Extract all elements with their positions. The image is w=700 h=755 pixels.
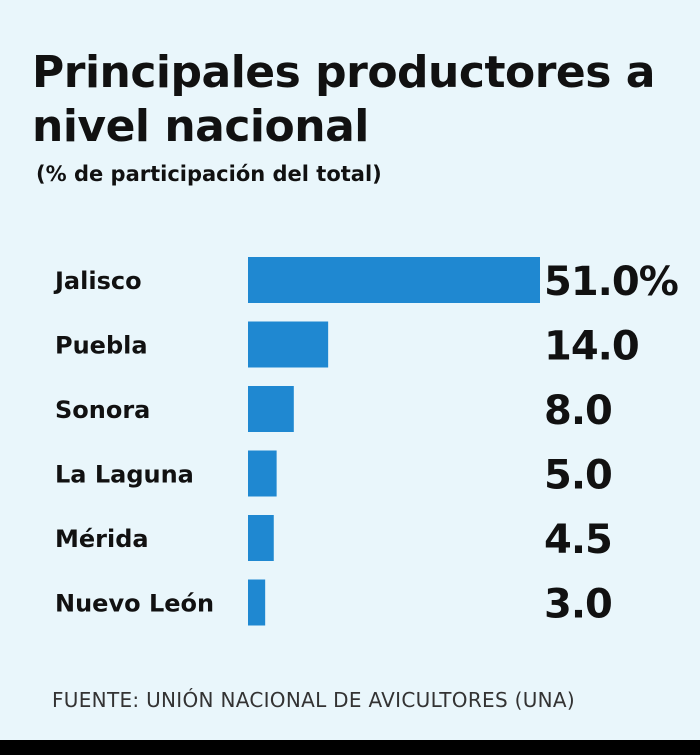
category-label-merida: Mérida <box>55 525 149 553</box>
category-label-puebla: Puebla <box>55 332 148 360</box>
chart-subtitle: (% de participación del total) <box>36 162 382 186</box>
category-label-jalisco: Jalisco <box>53 267 142 295</box>
bar-chart: Jalisco 51.0% Puebla 14.0 Sonora 8.0 La Laguna… <box>53 257 679 628</box>
value-label-merida: 4.5 <box>544 517 612 563</box>
chart-title: Principales productores a nivel nacional <box>32 47 655 152</box>
bar-nuevo-leon <box>248 579 266 626</box>
value-label-jalisco: 51.0% <box>544 259 678 305</box>
bar-sonora <box>248 386 294 432</box>
source-note: FUENTE: UNIÓN NACIONAL DE AVICULTORES (U… <box>52 688 575 712</box>
value-label-la-laguna: 5.0 <box>544 453 612 499</box>
value-label-sonora: 8.0 <box>544 388 612 434</box>
bar-puebla <box>248 321 329 368</box>
category-label-la-laguna: La Laguna <box>55 461 194 489</box>
value-label-puebla: 14.0 <box>544 324 639 370</box>
bar-la-laguna <box>248 450 277 497</box>
value-label-nuevo-leon: 3.0 <box>544 582 612 628</box>
bar-merida <box>248 515 274 561</box>
category-label-nuevo-leon: Nuevo León <box>55 590 214 618</box>
bar-jalisco <box>248 257 540 303</box>
category-label-sonora: Sonora <box>55 396 150 424</box>
